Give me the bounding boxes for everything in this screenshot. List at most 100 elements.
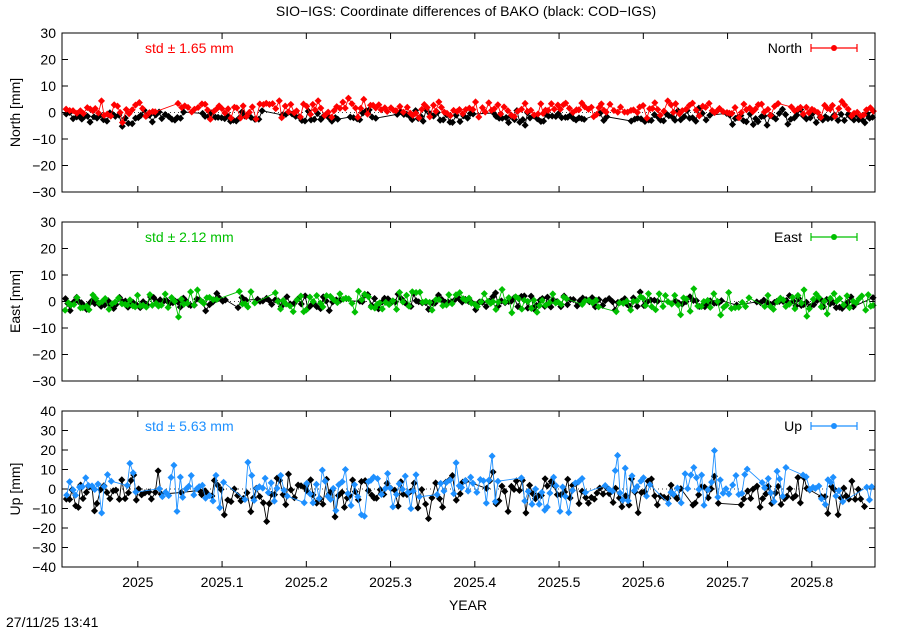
y-tick-label: 10 — [40, 78, 56, 94]
x-tick-label: 2025.3 — [369, 574, 412, 590]
data-point — [692, 106, 700, 114]
data-point — [384, 469, 392, 478]
data-point — [651, 492, 659, 500]
x-tick-label: 2025.8 — [790, 574, 833, 590]
data-point — [517, 105, 526, 113]
data-point — [354, 113, 362, 121]
data-point — [301, 117, 309, 125]
data-point — [213, 295, 221, 304]
data-point — [339, 98, 347, 106]
data-point — [505, 119, 513, 127]
data-point — [435, 296, 443, 304]
data-point — [695, 112, 703, 120]
data-point — [505, 294, 513, 302]
data-point — [187, 288, 195, 296]
data-point — [247, 508, 255, 516]
plot-frame — [61, 32, 876, 193]
x-tick-label: 2025.6 — [622, 574, 665, 590]
y-tick-label: −10 — [32, 501, 56, 517]
data-point — [98, 509, 106, 517]
data-point — [550, 473, 558, 481]
data-point — [204, 106, 212, 114]
data-point — [611, 467, 619, 475]
data-point — [248, 471, 256, 479]
data-point — [762, 490, 770, 498]
data-point — [289, 308, 297, 316]
data-point — [469, 110, 477, 118]
data-point — [264, 489, 272, 497]
data-point — [187, 471, 195, 480]
data-point — [794, 291, 802, 299]
data-point — [817, 113, 825, 121]
data-point — [385, 301, 393, 309]
data-point — [677, 311, 685, 319]
data-point — [278, 114, 286, 122]
data-point — [646, 481, 654, 489]
data-point — [728, 120, 737, 128]
data-point — [404, 488, 412, 496]
data-point — [562, 99, 570, 107]
data-point — [580, 115, 588, 123]
data-point — [596, 484, 604, 492]
data-point — [455, 106, 463, 114]
data-point — [564, 475, 572, 483]
data-point — [271, 289, 279, 297]
data-point — [717, 311, 725, 319]
data-point — [691, 499, 699, 507]
data-point — [227, 498, 235, 506]
data-point — [714, 493, 722, 501]
data-point — [331, 513, 339, 521]
data-point — [817, 303, 825, 311]
data-point — [840, 116, 848, 124]
figure-title: SIO−IGS: Coordinate differences of BAKO … — [276, 3, 656, 19]
data-point — [617, 103, 625, 111]
data-point — [628, 472, 636, 480]
data-point — [814, 108, 822, 116]
data-point — [464, 114, 472, 122]
panel-east: 30 20 10 0 −10 −20 −30 East [mm] std ± 2.12 mm Ea… — [7, 214, 877, 389]
data-point — [546, 299, 554, 307]
data-point — [251, 299, 259, 307]
data-point — [86, 118, 94, 126]
data-point — [116, 108, 124, 117]
data-point — [716, 476, 724, 484]
data-point — [124, 301, 132, 309]
data-point — [274, 297, 282, 305]
data-point — [91, 485, 99, 494]
data-point — [312, 480, 320, 488]
data-point — [777, 500, 785, 508]
data-point — [862, 306, 870, 314]
data-point — [719, 489, 727, 497]
data-point — [418, 105, 426, 113]
data-point — [695, 491, 703, 499]
data-point — [531, 485, 540, 493]
data-point — [389, 503, 397, 511]
data-point — [313, 291, 321, 300]
data-point — [837, 110, 845, 118]
data-point — [661, 291, 669, 300]
data-point — [171, 297, 179, 305]
data-point — [568, 486, 577, 494]
data-point — [791, 305, 799, 313]
data-point — [735, 303, 743, 311]
data-point — [177, 295, 185, 303]
data-point — [157, 301, 165, 309]
data-point — [593, 489, 601, 497]
panel-up: 40 30 20 10 0 −10 −20 −30 −40 2025 2025.1 2025.2 202… — [7, 403, 876, 590]
data-point — [498, 285, 506, 294]
data-point — [381, 484, 389, 493]
data-point — [348, 100, 356, 108]
data-point — [832, 492, 840, 500]
data-point — [473, 303, 481, 311]
data-point — [786, 485, 794, 493]
data-point — [868, 483, 876, 491]
data-point — [664, 97, 672, 105]
data-point — [300, 499, 308, 507]
data-point — [775, 109, 783, 117]
data-point — [161, 290, 169, 298]
data-point — [482, 303, 490, 311]
data-point — [830, 290, 838, 298]
data-point — [448, 300, 456, 308]
data-point — [508, 309, 516, 317]
data-point — [627, 306, 635, 314]
